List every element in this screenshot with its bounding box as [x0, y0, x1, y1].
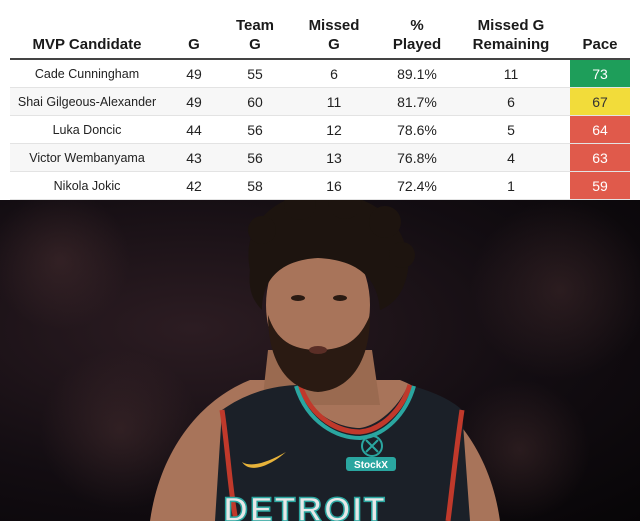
- col-header-team-g: Team G: [224, 6, 286, 59]
- missed-remaining-cell: 11: [452, 59, 570, 88]
- header-line: Missed: [308, 17, 360, 34]
- team-games-cell: 60: [224, 87, 286, 116]
- pace-cell: 59: [570, 171, 630, 200]
- player-illustration: StockX DETROIT: [0, 200, 640, 521]
- table-header-row: MVP Candidate G Team G Missed G% Played Missed …: [10, 6, 630, 59]
- pct-played-cell: 89.1%: [382, 59, 452, 88]
- missed-remaining-cell: 1: [452, 171, 570, 200]
- missed-games-cell: 16: [286, 171, 382, 200]
- games-cell: 43: [164, 143, 224, 172]
- nike-logo: [242, 452, 286, 468]
- jersey: [215, 385, 470, 521]
- candidate-name-cell: Victor Wembanyama: [10, 143, 164, 172]
- games-cell: 49: [164, 87, 224, 116]
- team-games-cell: 56: [224, 115, 286, 144]
- header-line: Remaining: [472, 36, 550, 53]
- table-row: Cade Cunningham 49 55 6 89.1% 11 73: [10, 59, 630, 88]
- pace-cell: 67: [570, 87, 630, 116]
- mvp-table-panel: MVP Candidate G Team G Missed G% Played Missed …: [0, 0, 640, 200]
- table-body: Cade Cunningham 49 55 6 89.1% 11 73 Shai Gilgeo…: [10, 59, 630, 200]
- team-games-cell: 56: [224, 143, 286, 172]
- missed-remaining-cell: 5: [452, 115, 570, 144]
- pct-played-cell: 76.8%: [382, 143, 452, 172]
- table-row: Nikola Jokic 42 58 16 72.4% 1 59: [10, 171, 630, 200]
- pct-played-cell: 78.6%: [382, 115, 452, 144]
- table-row: Luka Doncic 44 56 12 78.6% 5 64: [10, 115, 630, 144]
- player-photo: StockX DETROIT: [0, 200, 640, 521]
- missed-games-cell: 13: [286, 143, 382, 172]
- team-games-cell: 55: [224, 59, 286, 88]
- pct-played-cell: 72.4%: [382, 171, 452, 200]
- games-cell: 49: [164, 59, 224, 88]
- pace-cell: 63: [570, 143, 630, 172]
- table-row: Victor Wembanyama 43 56 13 76.8% 4 63: [10, 143, 630, 172]
- pace-cell: 64: [570, 115, 630, 144]
- team-games-cell: 58: [224, 171, 286, 200]
- col-header-missed-g: Missed G: [286, 6, 382, 59]
- candidate-name-cell: Cade Cunningham: [10, 59, 164, 88]
- games-cell: 42: [164, 171, 224, 200]
- header-line: MVP Candidate: [32, 36, 142, 53]
- jersey-wordmark: DETROIT: [223, 491, 386, 521]
- header-line: G: [188, 36, 200, 53]
- header-line: Missed G: [477, 17, 545, 34]
- col-header-pace: Pace: [570, 6, 630, 59]
- stockx-patch-icon: [361, 435, 383, 457]
- pace-cell: 73: [570, 59, 630, 88]
- col-header-g: G: [164, 6, 224, 59]
- candidate-name-cell: Shai Gilgeous-Alexander: [10, 87, 164, 116]
- missed-games-cell: 6: [286, 59, 382, 88]
- candidate-name-cell: Nikola Jokic: [10, 171, 164, 200]
- table-row: Shai Gilgeous-Alexander 49 60 11 81.7% 6 67: [10, 87, 630, 116]
- mvp-pace-table: MVP Candidate G Team G Missed G% Played Missed …: [10, 6, 630, 200]
- candidate-name-cell: Luka Doncic: [10, 115, 164, 144]
- col-header-pct-played: % Played: [382, 6, 452, 59]
- header-line: Played: [392, 36, 442, 53]
- player-body: StockX DETROIT: [150, 350, 500, 521]
- sponsor-patch-text: StockX: [354, 460, 388, 471]
- col-header-candidate: MVP Candidate: [10, 6, 164, 59]
- games-cell: 44: [164, 115, 224, 144]
- header-line: %: [410, 17, 424, 34]
- missed-games-cell: 12: [286, 115, 382, 144]
- pct-played-cell: 81.7%: [382, 87, 452, 116]
- player-hair: [248, 200, 409, 310]
- col-header-missed-remaining: Missed G Remaining: [452, 6, 570, 59]
- header-line: Pace: [582, 36, 618, 53]
- missed-remaining-cell: 6: [452, 87, 570, 116]
- player-head: [248, 200, 415, 392]
- missed-games-cell: 11: [286, 87, 382, 116]
- missed-remaining-cell: 4: [452, 143, 570, 172]
- header-line: G: [249, 36, 261, 53]
- header-line: G: [328, 36, 340, 53]
- header-line: Team: [235, 17, 275, 34]
